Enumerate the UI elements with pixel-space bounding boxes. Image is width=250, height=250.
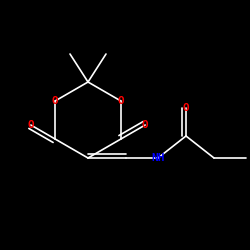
Text: O: O [118, 96, 124, 106]
Text: NH: NH [151, 153, 165, 163]
Text: O: O [28, 120, 34, 130]
Text: O: O [182, 103, 190, 113]
Text: O: O [142, 120, 148, 130]
Text: O: O [52, 96, 59, 106]
